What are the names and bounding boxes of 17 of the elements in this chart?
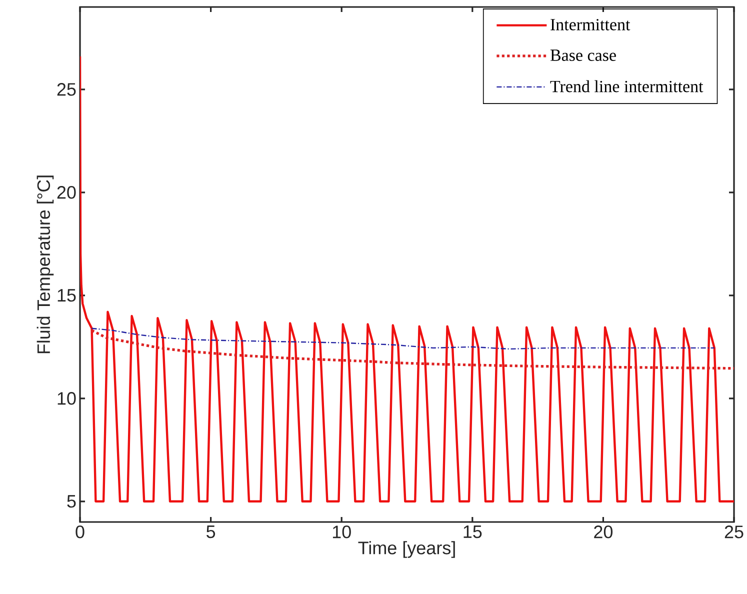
x-tick-label: 5	[206, 526, 216, 538]
y-tick-label: 25	[57, 83, 76, 96]
x-tick-label: 20	[594, 526, 613, 538]
line-series	[90, 329, 734, 370]
legend-label: Intermittent	[550, 18, 630, 30]
y-axis-title: Fluid Temperature [°C]	[36, 176, 54, 354]
x-axis-title: Time [years]	[358, 541, 455, 558]
y-tick-label: 15	[58, 289, 76, 302]
y-tick-label: 5	[67, 495, 76, 508]
legend-label: Base case	[550, 50, 616, 61]
x-tick-label: 25	[724, 526, 744, 538]
x-tick-label: 10	[332, 526, 351, 538]
y-tick-label: 10	[58, 392, 76, 405]
legend-label: Trend line intermittent	[550, 80, 704, 92]
x-tick-label: 0	[76, 526, 84, 538]
y-tick-label: 20	[57, 186, 76, 199]
x-tick-label: 15	[464, 526, 482, 538]
